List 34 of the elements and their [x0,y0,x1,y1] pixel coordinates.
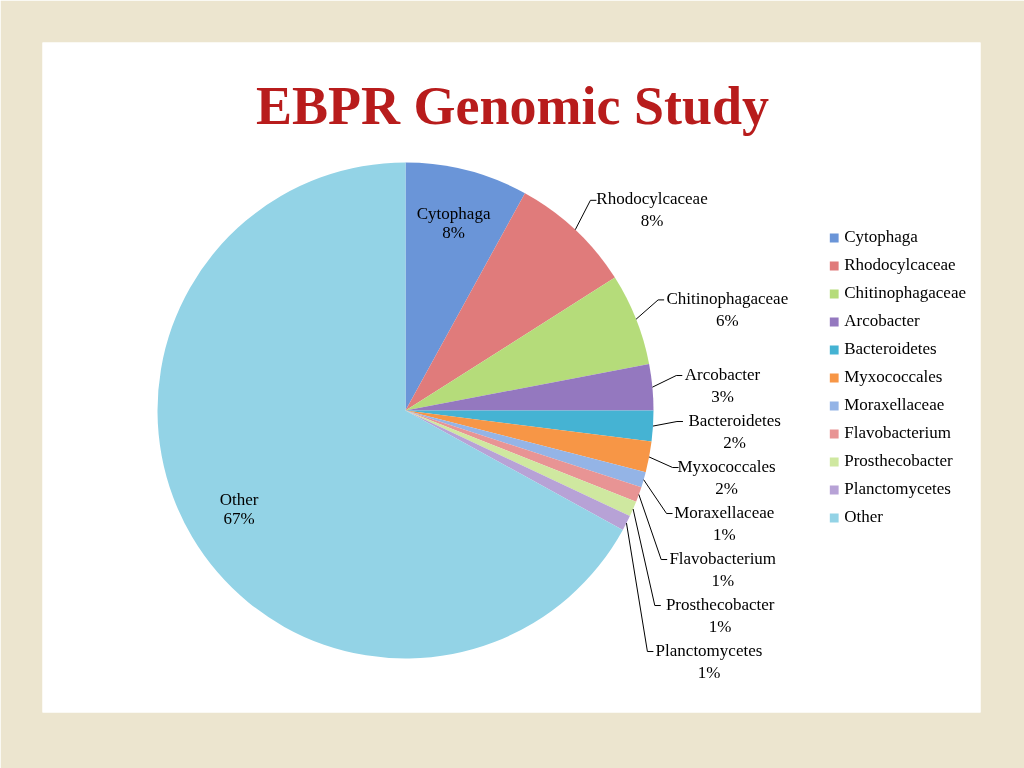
legend-label: Moraxellaceae [844,395,945,415]
data-label: 8% [442,223,465,243]
slice-label: Arcobacter [684,364,761,384]
data-label: 1% [712,524,736,544]
slice-label: Moraxellaceae [674,502,775,522]
slice-label: Prosthecobacter [665,594,775,614]
legend-label: Prosthecobacter [844,451,953,471]
data-label: 2% [715,478,738,498]
data-label: 1% [708,616,732,636]
legend-label: Myxococcales [844,367,943,387]
legend-label: Planctomycetes [844,479,951,499]
legend-label: Bacteroidetes [844,339,937,359]
legend-label: Chitinophagaceae [844,283,966,303]
data-label: 67% [223,508,255,528]
legend-label: Flavobacterium [844,423,951,443]
legend-label: Other [844,507,883,527]
data-label: 3% [711,386,734,406]
slice-label: Rhodocylcaceae [596,189,708,209]
slice-label: Flavobacterium [669,548,777,568]
slice-label: Myxococcales [677,456,776,476]
legend-label: Rhodocylcaceae [844,255,956,275]
slice-label: Other [219,489,259,509]
chart-title: EBPR Genomic Study [255,75,770,136]
data-label: 1% [711,570,735,590]
data-label: 6% [715,310,739,330]
data-label: 8% [640,211,664,231]
legend-label: Arcobacter [844,311,920,331]
slice-label: Planctomycetes [655,640,763,660]
slice-label: Chitinophagaceae [666,288,789,308]
data-label: 2% [723,432,747,452]
slice-label: Cytophaga [416,204,491,224]
slice-label: Bacteroidetes [688,410,781,430]
data-label: 1% [697,662,721,682]
legend-label: Cytophaga [844,227,918,247]
